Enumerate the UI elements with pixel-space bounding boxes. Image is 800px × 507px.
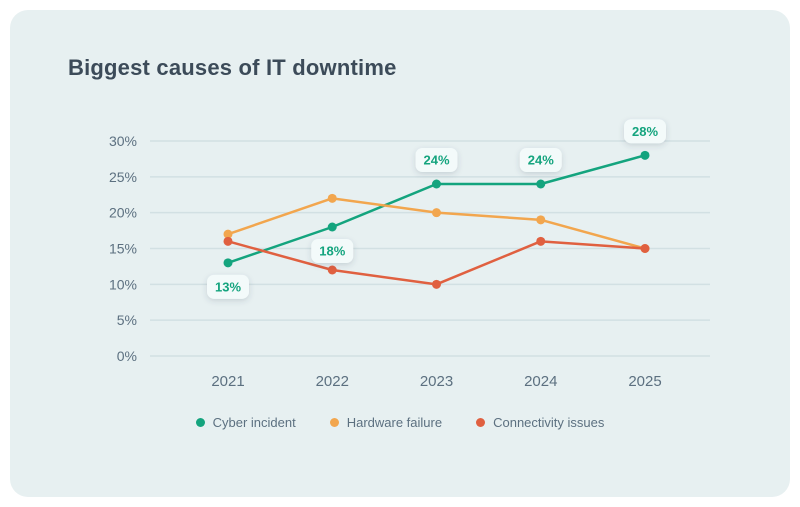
line-chart: 0%5%10%15%20%25%30%2021 2022 2023 2024 2025 … [109,119,710,390]
legend-swatch [195,418,205,427]
point-label-badge [519,148,562,172]
y-tick-label: 20% [109,205,137,221]
data-point-connectivity-issues [223,236,233,246]
point-label-badge [311,239,354,263]
point-label-badge [624,119,666,144]
chart-card: Biggest causes of IT downtime 0% 5% 10% 15%… [10,10,790,497]
data-point-cyber-incident [536,179,546,189]
x-tick-label: 2021 [211,373,244,390]
point-label: 13% [215,279,241,294]
data-point-cyber-incident [223,258,233,268]
axis-layer: 0% 5% 10% 15% 20% 25% 30% 2021 2022 2023 2024 2025 [109,133,662,390]
point-label: 18% [319,244,345,259]
data-point-connectivity-issues [432,279,441,289]
point-label: 24% [528,153,554,168]
x-tick-label: 2025 [628,373,661,390]
data-point-cyber-incident [432,179,441,189]
page: Biggest causes of IT downtime 0% 5% 10% 15%… [0,10,800,497]
y-tick-label: 5% [117,312,137,328]
legend-swatch [329,418,339,427]
legend-item-connectivity-issues: Connectivity issues [476,415,604,430]
chart-title: Biggest causes of IT downtime [68,55,397,80]
legend-swatch [476,418,486,427]
legend-label: Connectivity issues [493,415,605,430]
point-label-badge [207,274,249,299]
legend-item-hardware-failure: Hardware failure [329,415,443,430]
y-tick-label: 30% [109,133,137,149]
legend: Cyber incident Hardware failure Connectivi… [10,415,790,430]
data-point-connectivity-issues [327,265,337,275]
x-tick-label: 2022 [316,373,349,390]
data-point-hardware-failure [432,208,441,218]
data-point-hardware-failure [327,193,337,203]
y-tick-label: 0% [117,348,137,364]
point-label: 24% [423,153,449,168]
data-point-hardware-failure [223,229,233,239]
y-tick-label: 15% [109,241,137,257]
grid-layer [150,140,710,357]
legend-item-cyber-incident: Cyber incident [195,415,296,430]
data-point-connectivity-issues [536,236,546,246]
data-point-connectivity-issues [640,244,650,253]
series-layer [223,150,650,289]
x-tick-label: 2024 [524,373,557,390]
point-label-badge [415,148,458,172]
legend-label: Hardware failure [346,415,443,430]
data-point-hardware-failure [536,215,546,225]
y-tick-label: 25% [109,169,137,185]
legend-label: Cyber incident [212,415,296,430]
data-point-cyber-incident [640,150,650,160]
point-label: 28% [632,124,658,139]
data-point-cyber-incident [327,222,337,232]
y-tick-label: 10% [109,276,137,292]
x-tick-label: 2023 [420,373,453,390]
label-layer: 13% 18% 24% 24% 28% [207,119,666,299]
